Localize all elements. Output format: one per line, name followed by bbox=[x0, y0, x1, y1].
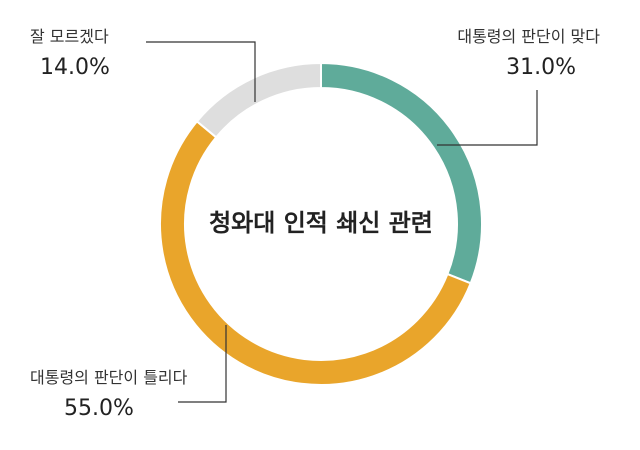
slice-label-unknown: 잘 모르겠다 bbox=[30, 27, 109, 46]
donut-slices bbox=[159, 61, 483, 386]
chart-title: 청와대 인적 쇄신 관련 bbox=[209, 209, 433, 237]
leader-line-wrong bbox=[178, 325, 227, 403]
slice-value-correct: 31.0% bbox=[506, 55, 576, 80]
slice-unknown bbox=[195, 61, 322, 139]
slice-label-wrong: 대통령의 판단이 틀리다 bbox=[30, 368, 188, 387]
slice-label-correct: 대통령의 판단이 맞다 bbox=[457, 27, 600, 46]
slice-value-unknown: 14.0% bbox=[40, 55, 110, 80]
slice-value-wrong: 55.0% bbox=[64, 396, 134, 421]
leader-line-unknown bbox=[146, 41, 256, 102]
leader-line-correct bbox=[437, 90, 538, 146]
slice-correct bbox=[320, 61, 483, 285]
slice-wrong bbox=[159, 119, 472, 386]
